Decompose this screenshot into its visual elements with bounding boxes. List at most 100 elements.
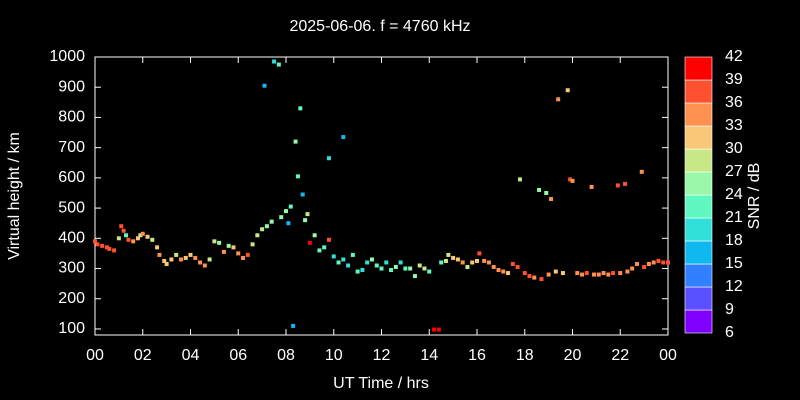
data-point <box>477 251 482 256</box>
y-tick-label: 300 <box>58 260 85 277</box>
data-point <box>124 233 129 238</box>
data-point <box>317 248 322 253</box>
data-point <box>611 271 616 276</box>
data-point <box>455 257 460 262</box>
data-point <box>439 260 444 265</box>
data-point <box>532 275 537 280</box>
data-point <box>119 224 124 229</box>
data-point <box>606 272 611 277</box>
y-tick-label: 700 <box>58 139 85 156</box>
data-point <box>379 266 384 271</box>
data-point <box>131 239 136 244</box>
data-point <box>549 197 554 202</box>
data-point <box>365 260 370 265</box>
y-axis-label: Virtual height / km <box>6 132 23 260</box>
data-point <box>666 260 670 265</box>
data-point <box>470 260 475 265</box>
y-tick-label: 800 <box>58 109 85 126</box>
colorbar-band <box>684 79 713 104</box>
data-point <box>295 174 300 179</box>
data-point <box>202 263 207 268</box>
data-point <box>107 246 112 251</box>
data-point <box>360 268 365 273</box>
data-point <box>369 257 374 262</box>
data-point <box>336 260 341 265</box>
colorbar-band <box>684 240 713 265</box>
data-point <box>346 263 351 268</box>
data-point <box>269 219 274 224</box>
data-point <box>303 218 308 223</box>
colorbar-band <box>684 217 713 242</box>
data-point <box>580 272 585 277</box>
x-tick-label: 00 <box>86 347 104 364</box>
data-point <box>326 156 331 161</box>
x-tick-label: 04 <box>182 347 200 364</box>
data-point <box>589 184 594 189</box>
data-point <box>393 265 398 270</box>
data-point <box>286 221 291 226</box>
x-tick-label: 18 <box>516 347 534 364</box>
data-point <box>642 265 647 270</box>
x-axis-label: UT Time / hrs <box>333 375 429 392</box>
data-point <box>515 265 520 270</box>
data-point <box>436 327 441 332</box>
data-point <box>231 245 236 250</box>
data-point <box>164 261 169 266</box>
data-point <box>298 106 303 111</box>
data-point <box>174 252 179 257</box>
data-point <box>389 268 394 273</box>
data-point <box>398 260 403 265</box>
data-point <box>427 269 432 274</box>
data-point <box>198 260 203 265</box>
data-point <box>553 269 558 274</box>
data-point <box>162 258 167 263</box>
data-point <box>443 258 448 263</box>
data-point <box>264 224 269 229</box>
data-point <box>169 257 174 262</box>
data-point <box>546 272 551 277</box>
data-point <box>312 233 317 238</box>
data-point <box>432 327 437 332</box>
data-point <box>403 266 408 271</box>
colorbar-tick-label: 21 <box>725 209 743 226</box>
colorbar-band <box>684 171 713 196</box>
colorbar-tick-label: 24 <box>725 186 743 203</box>
data-point <box>307 240 312 245</box>
data-point <box>284 209 288 214</box>
data-point <box>150 237 155 242</box>
data-point <box>262 83 267 88</box>
data-point <box>556 97 561 102</box>
data-point <box>496 268 501 273</box>
colorbar-tick-label: 39 <box>725 71 743 88</box>
data-point <box>522 271 527 276</box>
data-point <box>591 272 596 277</box>
data-point <box>601 271 606 276</box>
colorbar-band <box>684 125 713 150</box>
data-point <box>539 277 544 282</box>
y-tick-label: 600 <box>58 169 85 186</box>
data-point <box>584 271 589 276</box>
data-point <box>408 266 413 271</box>
data-point <box>596 272 601 277</box>
data-point <box>630 266 635 271</box>
data-point <box>226 243 231 248</box>
data-point <box>501 269 506 274</box>
data-point <box>544 190 549 195</box>
data-point <box>272 59 277 64</box>
data-point <box>291 323 296 328</box>
data-point <box>623 181 628 186</box>
data-point <box>446 252 451 257</box>
data-point <box>656 258 661 263</box>
x-tick-label: 16 <box>468 347 486 364</box>
data-point <box>491 265 496 270</box>
data-point <box>465 265 470 270</box>
data-point <box>527 274 532 279</box>
data-point <box>183 255 188 260</box>
y-tick-label: 200 <box>58 290 85 307</box>
data-point <box>341 135 346 140</box>
data-point <box>126 237 131 242</box>
data-point <box>212 239 217 244</box>
colorbar-band <box>684 56 713 81</box>
data-point <box>178 257 183 262</box>
